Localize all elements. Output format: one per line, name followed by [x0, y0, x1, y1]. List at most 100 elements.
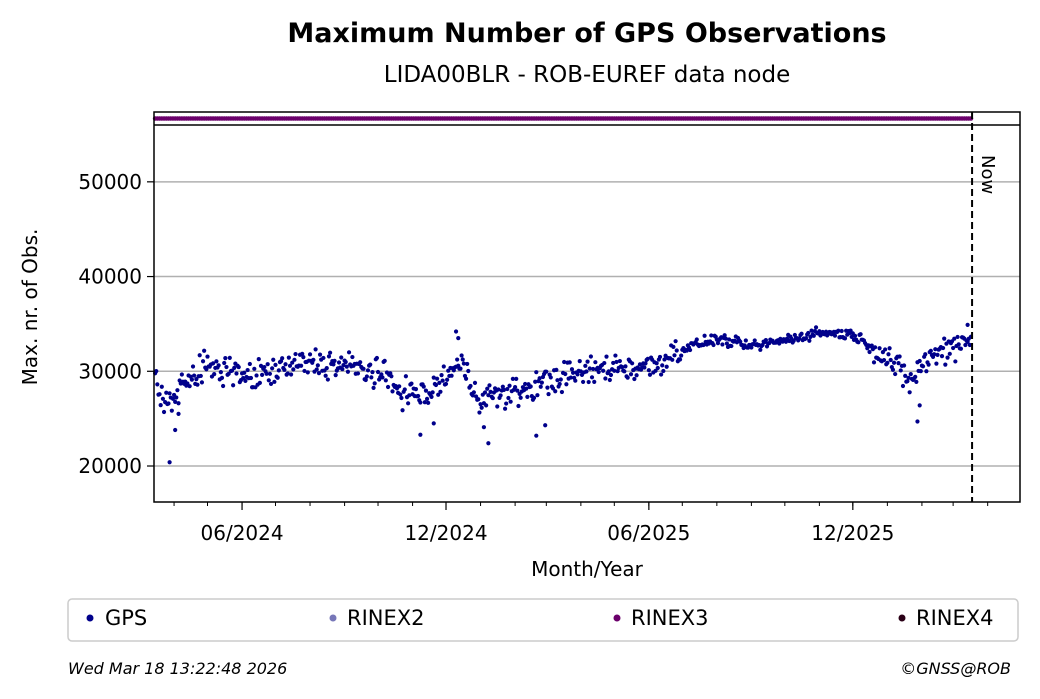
gps-point: [202, 348, 207, 353]
gps-point: [487, 383, 492, 388]
gps-point: [242, 370, 247, 375]
gps-point: [440, 378, 445, 383]
chart-subtitle: LIDA00BLR - ROB-EUREF data node: [384, 62, 791, 88]
gps-point: [471, 390, 476, 395]
gps-point: [267, 371, 273, 376]
gps-point: [324, 366, 329, 371]
gps-point: [596, 369, 601, 375]
gps-point: [564, 382, 569, 387]
gps-point: [477, 410, 482, 415]
gps-point: [434, 376, 440, 381]
gps-point: [842, 336, 848, 341]
x-tick-label: 06/2025: [607, 521, 690, 545]
gps-point: [403, 374, 408, 379]
gps-point: [569, 367, 575, 372]
gps-point: [260, 372, 265, 377]
gps-point: [672, 353, 677, 358]
gps-point: [291, 367, 296, 372]
gps-point: [314, 367, 319, 372]
gps-point: [431, 421, 436, 426]
gps-point: [374, 355, 380, 361]
gps-point: [852, 333, 858, 339]
gps-point: [423, 388, 429, 393]
gps-point: [402, 387, 407, 392]
gps-point: [940, 345, 946, 351]
gps-point: [301, 354, 306, 360]
gps-point: [720, 342, 725, 347]
gps-point: [453, 329, 459, 334]
gps-point: [913, 374, 918, 379]
gps-point: [331, 362, 336, 367]
gps-point: [891, 360, 897, 365]
gps-point: [965, 322, 970, 327]
gps-point: [158, 403, 163, 408]
gps-point: [326, 354, 332, 359]
y-tick-label: 40000: [78, 265, 142, 289]
x-axis-label: Month/Year: [531, 557, 644, 581]
gps-point: [613, 353, 618, 358]
gps-point: [905, 379, 910, 384]
x-tick-label: 06/2024: [201, 521, 284, 545]
gps-point: [321, 355, 326, 361]
gps-point: [958, 346, 964, 351]
gps-point: [486, 441, 491, 446]
gps-point: [917, 358, 922, 364]
gps-point: [573, 378, 578, 383]
gps-point: [622, 369, 627, 374]
gps-point: [288, 372, 294, 377]
gps-point: [389, 374, 394, 379]
gps-point: [300, 351, 305, 356]
gps-point: [727, 337, 732, 342]
gps-point: [701, 342, 706, 348]
gps-point: [568, 375, 573, 380]
gps-point: [439, 373, 444, 378]
gps-point: [343, 359, 348, 365]
gps-point: [867, 349, 872, 355]
gps-point: [500, 384, 505, 389]
gps-point: [518, 395, 523, 400]
gps-point: [365, 368, 371, 373]
gps-point: [724, 341, 729, 346]
gps-point: [809, 328, 814, 333]
gps-point: [285, 371, 290, 376]
gps-point: [346, 350, 352, 355]
gps-point: [339, 355, 344, 360]
gps-point: [945, 355, 950, 360]
gps-point: [603, 376, 608, 381]
gps-point: [418, 432, 423, 437]
gps-point: [290, 360, 295, 365]
gps-point: [722, 333, 727, 338]
gps-point: [173, 427, 178, 433]
gps-point: [612, 368, 617, 373]
gps-point: [323, 373, 328, 378]
gps-point: [422, 400, 427, 405]
gps-point: [531, 395, 537, 400]
gps-point: [601, 368, 606, 373]
gps-point: [673, 339, 678, 344]
gps-point: [501, 387, 507, 393]
gps-point: [481, 425, 487, 430]
gps-point: [628, 372, 634, 377]
gps-point: [426, 400, 431, 405]
gps-point: [577, 358, 582, 364]
gps-point: [953, 359, 958, 364]
gps-point: [167, 391, 172, 396]
legend-marker-rinex3: [613, 614, 621, 622]
gps-point: [743, 338, 748, 343]
gps-point: [506, 395, 511, 401]
gps-point: [370, 369, 375, 375]
gps-point: [807, 338, 812, 343]
gps-point: [548, 375, 553, 380]
gps-point: [580, 379, 586, 385]
gps-point: [416, 393, 421, 399]
gps-point: [350, 354, 355, 360]
gps-point: [287, 363, 293, 368]
gps-point: [873, 345, 878, 350]
legend-box: [67, 598, 1019, 642]
y-tick-label: 50000: [78, 170, 142, 194]
gps-point: [305, 370, 310, 375]
gps-point: [282, 367, 287, 372]
gps-point: [461, 361, 466, 366]
gps-point: [528, 384, 533, 389]
gps-point: [674, 348, 679, 353]
